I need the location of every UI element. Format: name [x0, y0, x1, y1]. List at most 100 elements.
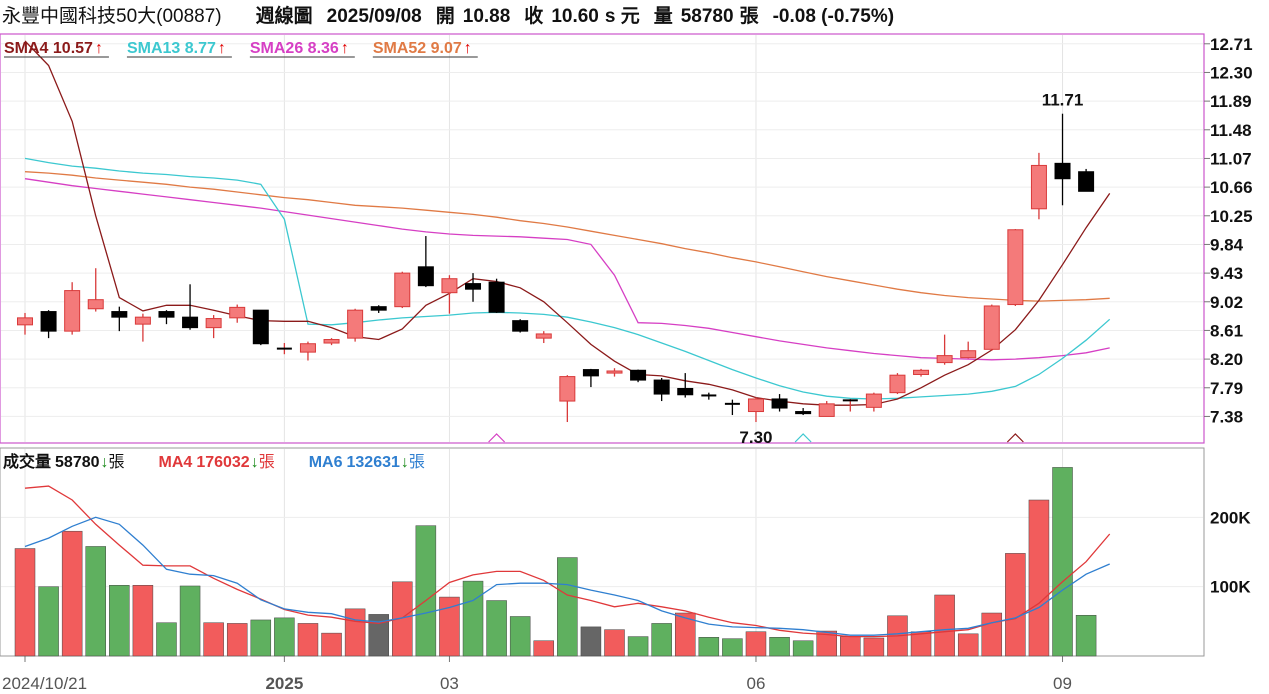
volume-tick-label: 200K [1210, 508, 1251, 527]
volume-bar [486, 600, 507, 657]
volume-bar [415, 525, 437, 657]
signal-marker [794, 433, 812, 443]
candle-body [983, 305, 1000, 350]
volume-bar [61, 530, 83, 657]
candle-body [630, 369, 647, 381]
legend-sma52: SMA52 9.07 [373, 40, 462, 57]
candle-body [111, 311, 128, 318]
volume-bar [250, 619, 272, 657]
close-suffix: s 元 [604, 6, 640, 27]
candle-body [394, 272, 411, 308]
price-tick-label: 9.84 [1210, 235, 1244, 254]
stock-name: 永豐中國科技50大(00887) [2, 6, 222, 27]
candle-body [795, 411, 812, 415]
candle-body [1007, 229, 1024, 306]
price-tick-label: 11.07 [1210, 149, 1252, 168]
candle-body [465, 283, 482, 290]
volume-bar [38, 586, 59, 657]
candle-body [582, 369, 599, 377]
volume-bar [698, 637, 720, 657]
grid-lines [1, 35, 1210, 662]
volume-label: 量 [653, 6, 673, 27]
candle-body [158, 311, 175, 318]
volume-bar [840, 636, 861, 657]
open-value: 10.88 [462, 6, 511, 27]
date-label: 06 [747, 674, 766, 693]
volume-bar [769, 637, 790, 657]
volume-bar [321, 632, 342, 657]
sma13-line [24, 157, 1111, 400]
candle-body [323, 339, 340, 344]
volume-bar [344, 608, 366, 657]
candle-body [87, 299, 104, 310]
legend-ma4-value: 176032 [196, 454, 249, 471]
volume-bar [1028, 499, 1050, 657]
legend-arrow-up-icon: ↑ [95, 40, 103, 57]
legend-arrow-down-icon: ↓ [101, 454, 109, 471]
candle-body [960, 350, 977, 359]
volume-bar [1052, 467, 1073, 657]
candle-body [865, 393, 882, 408]
legend-unit: 張 [409, 454, 425, 471]
candle-body [205, 318, 222, 329]
candle-body [488, 281, 505, 313]
candle-body [417, 266, 434, 287]
price-tick-label: 9.02 [1210, 293, 1243, 312]
volume-unit: 張 [739, 6, 759, 27]
price-tick-label: 8.20 [1210, 350, 1243, 369]
volume-bar [981, 612, 1003, 657]
price-tick-label: 11.89 [1210, 92, 1252, 111]
volume-bar [745, 631, 767, 657]
price-tick-label: 8.61 [1210, 321, 1243, 340]
price-tick-label: 9.43 [1210, 264, 1243, 283]
annotations: 11.71 7.30 [488, 91, 1083, 447]
price-panel-frame [0, 33, 1205, 444]
legend-unit: 張 [109, 454, 125, 471]
candle-body [535, 333, 552, 339]
volume-bar [957, 633, 979, 657]
volume-bar [226, 623, 248, 657]
volume-bar [392, 581, 413, 657]
volume-bars [14, 467, 1097, 657]
price-tick-label: 7.79 [1210, 379, 1243, 398]
volume-bar [297, 623, 319, 657]
price-change: -0.08 (-0.75%) [772, 6, 895, 27]
volume-tick-label: 100K [1210, 578, 1251, 597]
volume-bar [651, 623, 672, 657]
candle-body [606, 370, 623, 374]
volume-bar [1005, 553, 1026, 657]
legends: SMA4 10.57 ↑ SMA13 8.77 ↑ SMA26 8.36 ↑ SMA52 9… [3, 40, 478, 471]
open-label: 開 [435, 6, 455, 27]
date-label: 09 [1053, 674, 1072, 693]
legend-ma6-value: 132631 [347, 454, 400, 471]
sma52-line [24, 171, 1110, 302]
price-tick-label: 12.71 [1210, 35, 1253, 54]
close-value: 10.60 [551, 6, 599, 27]
legend-arrow-up-icon: ↑ [464, 40, 472, 57]
candle-body [40, 311, 57, 332]
volume-bar [439, 596, 460, 657]
price-sma-lines [24, 40, 1111, 406]
volume-bar [14, 548, 36, 657]
volume-bar [674, 612, 696, 657]
volume-bar [179, 585, 201, 657]
volume-bar [203, 622, 224, 657]
volume-bar [533, 640, 555, 657]
volume-bar [604, 629, 625, 657]
volume-bar [934, 594, 955, 657]
price-tick-label: 12.30 [1210, 63, 1253, 82]
legend-ma6-label: MA6 [309, 454, 343, 471]
volume-bar [368, 614, 389, 657]
volume-value: 58780 [680, 6, 734, 27]
signal-marker [488, 433, 506, 443]
candle-body [134, 316, 151, 325]
date-label: 2024/10/21 [2, 674, 87, 693]
legend-ma4-label: MA4 [159, 454, 193, 471]
candle-body [653, 379, 670, 395]
legend-sma13: SMA13 8.77 [127, 40, 216, 57]
sma26-line [24, 178, 1110, 361]
candle-body [229, 306, 246, 319]
legend-vol-label: 成交量 [3, 452, 51, 471]
volume-bar [1075, 614, 1097, 657]
